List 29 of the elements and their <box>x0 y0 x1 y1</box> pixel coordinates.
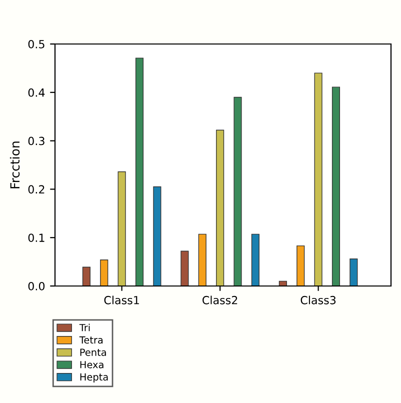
y-tick-label: 0.4 <box>28 88 45 97</box>
bar <box>296 245 305 286</box>
legend-label: Hepta <box>80 373 108 383</box>
legend-label: Hexa <box>80 361 104 368</box>
bar <box>82 266 90 286</box>
bar <box>180 250 189 286</box>
x-tick-label: Class3 <box>300 296 336 304</box>
bar <box>153 186 162 286</box>
bar <box>350 258 358 286</box>
x-tick-label: Class2 <box>202 296 238 304</box>
y-tick-label: 0.5 <box>28 40 44 48</box>
y-tick-label: 0.1 <box>28 234 44 242</box>
bar <box>135 58 144 286</box>
bar <box>198 234 206 286</box>
bar <box>234 96 242 286</box>
bar <box>314 72 322 286</box>
y-axis-title: Frcction <box>10 142 20 188</box>
legend-label: Penta <box>80 348 106 356</box>
bar <box>251 234 260 286</box>
y-tick-label: 0.2 <box>28 185 44 194</box>
y-tick-label: 0.0 <box>28 282 45 290</box>
y-tick-label: 0.3 <box>28 136 44 146</box>
bar <box>216 130 224 286</box>
bar <box>332 86 340 286</box>
legend-label: Tri <box>79 324 90 332</box>
x-tick-label: Class1 <box>104 296 139 304</box>
bar <box>118 171 126 286</box>
bar <box>100 260 108 286</box>
legend-label: Tetra <box>79 336 103 344</box>
